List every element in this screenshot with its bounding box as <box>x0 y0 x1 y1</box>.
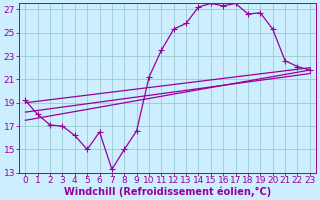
X-axis label: Windchill (Refroidissement éolien,°C): Windchill (Refroidissement éolien,°C) <box>64 186 271 197</box>
